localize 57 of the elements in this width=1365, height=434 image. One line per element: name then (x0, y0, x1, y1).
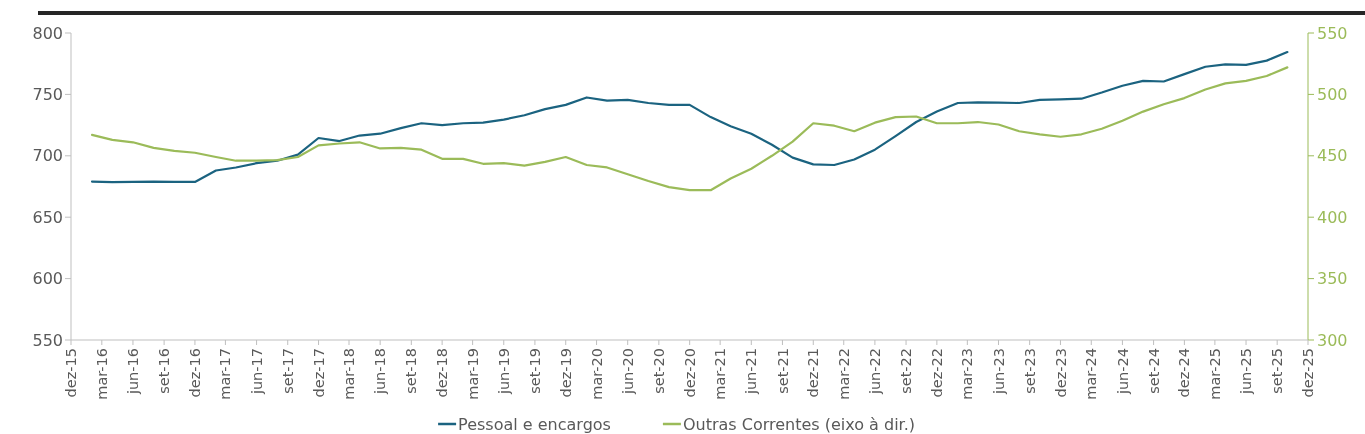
x-tick-label: set-25 (1269, 348, 1286, 394)
x-tick-label: mar-19 (464, 348, 481, 400)
y2-tick-label: 300 (1317, 330, 1348, 350)
x-tick-label: jun-21 (743, 348, 760, 396)
x-tick-label: dez-17 (310, 348, 327, 398)
x-tick-label: jun-24 (1114, 348, 1131, 396)
x-tick-label: dez-18 (434, 348, 451, 398)
x-tick-label: dez-25 (1300, 348, 1317, 398)
x-tick-label: mar-20 (588, 348, 605, 400)
x-tick-label: jun-23 (990, 348, 1007, 396)
y-tick-label: 650 (32, 207, 63, 227)
x-tick-label: jun-25 (1238, 348, 1255, 396)
y-tick-label: 550 (32, 330, 63, 350)
x-tick-label: set-18 (403, 348, 420, 394)
x-tick-label: mar-16 (93, 348, 110, 400)
line-series (90, 50, 1289, 184)
legend-label: Pessoal e encargos (458, 414, 611, 434)
x-tick-label: jun-20 (619, 348, 636, 396)
y2-tick-label: 550 (1317, 23, 1348, 43)
x-tick-label: dez-20 (681, 348, 698, 398)
x-tick-label: dez-24 (1176, 348, 1193, 398)
x-tick-label: set-22 (898, 348, 915, 394)
x-tick-label: mar-24 (1083, 348, 1100, 400)
y-tick-label: 800 (32, 23, 63, 43)
x-tick-label: dez-22 (928, 348, 945, 398)
y2-tick-label: 350 (1317, 269, 1348, 289)
x-tick-label: mar-17 (217, 348, 234, 400)
y-tick-label: 600 (32, 269, 63, 289)
x-tick-label: mar-18 (341, 348, 358, 400)
x-tick-label: mar-21 (712, 348, 729, 400)
x-tick-label: set-21 (774, 348, 791, 394)
y2-tick-label: 500 (1317, 85, 1348, 104)
x-tick-label: jun-16 (125, 348, 142, 396)
x-tick-label: set-23 (1021, 348, 1038, 394)
x-tick-label: dez-19 (557, 348, 574, 398)
x-tick-label: dez-15 (63, 348, 80, 398)
line-series (90, 66, 1289, 192)
x-tick-label: jun-19 (495, 348, 512, 396)
x-tick-label: set-17 (279, 348, 296, 394)
x-tick-label: dez-23 (1052, 348, 1069, 398)
x-tick-label: jun-22 (866, 348, 883, 396)
y-tick-label: 700 (32, 146, 63, 166)
x-tick-label: set-20 (650, 348, 667, 394)
y2-tick-label: 450 (1317, 146, 1348, 166)
x-tick-label: dez-21 (805, 348, 822, 398)
x-tick-label: mar-22 (835, 348, 852, 400)
x-tick-label: mar-23 (959, 348, 976, 400)
x-tick-label: jun-17 (248, 348, 265, 396)
x-tick-label: dez-16 (187, 348, 204, 398)
x-tick-label: mar-25 (1206, 348, 1223, 400)
y-tick-label: 750 (32, 85, 63, 104)
x-tick-label: jun-18 (372, 348, 389, 396)
y2-tick-label: 400 (1317, 207, 1348, 227)
x-tick-label: set-24 (1145, 348, 1162, 394)
x-tick-label: set-16 (156, 348, 173, 394)
x-tick-label: set-19 (526, 348, 543, 394)
legend-label: Outras Correntes (eixo à dir.) (682, 414, 916, 434)
